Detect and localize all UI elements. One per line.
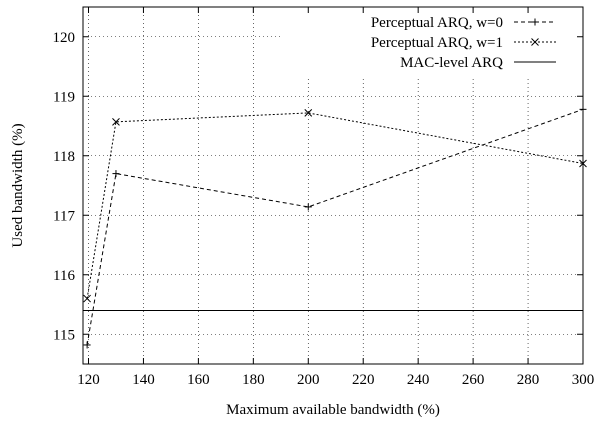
x-tick-label: 220	[352, 372, 375, 388]
y-axis-title: Used bandwidth (%)	[10, 123, 26, 247]
series-1-point	[304, 203, 312, 211]
x-tick-label: 200	[297, 372, 320, 388]
x-tick-label: 300	[572, 372, 595, 388]
y-tick-label: 120	[53, 30, 76, 46]
grid-layer	[83, 7, 584, 364]
series-1-point	[83, 341, 91, 349]
x-tick-label: 160	[187, 372, 210, 388]
y-tick-label: 117	[53, 208, 75, 224]
series-line-1	[86, 108, 584, 346]
x-tick-label: 120	[77, 372, 100, 388]
x-tick-label: 280	[517, 372, 540, 388]
series-line-2	[86, 112, 584, 299]
legend-marker-2	[531, 38, 539, 46]
x-tick-label: 260	[462, 372, 485, 388]
legend-label-3: MAC-level ARQ	[400, 55, 503, 71]
y-tick-label: 119	[53, 89, 75, 105]
series-2-point	[304, 109, 313, 117]
legend-label-2: Perceptual ARQ, w=1	[371, 35, 503, 51]
y-tick-label: 116	[53, 268, 75, 284]
y-tick-label: 115	[53, 327, 75, 343]
series-layer	[83, 105, 587, 349]
ticks-layer	[83, 7, 584, 364]
series-2-point	[112, 117, 120, 126]
legend-marker-1	[531, 18, 539, 26]
x-tick-label: 240	[407, 372, 430, 388]
y-tick-label: 118	[53, 149, 75, 165]
x-axis-title: Maximum available bandwidth (%)	[226, 402, 440, 418]
x-tick-label: 180	[242, 372, 265, 388]
legend: Perceptual ARQ, w=0 Perceptual ARQ, w=1 MA…	[371, 15, 556, 71]
series-2-point	[83, 294, 91, 303]
tick-labels-layer: 120 140 160 180 200 220 240 260 280 300 115 116 117 1…	[53, 30, 595, 388]
plot-frame	[82, 6, 584, 365]
x-tick-label: 140	[132, 372, 155, 388]
legend-label-1: Perceptual ARQ, w=0	[371, 15, 503, 31]
series-1-point	[112, 170, 120, 178]
